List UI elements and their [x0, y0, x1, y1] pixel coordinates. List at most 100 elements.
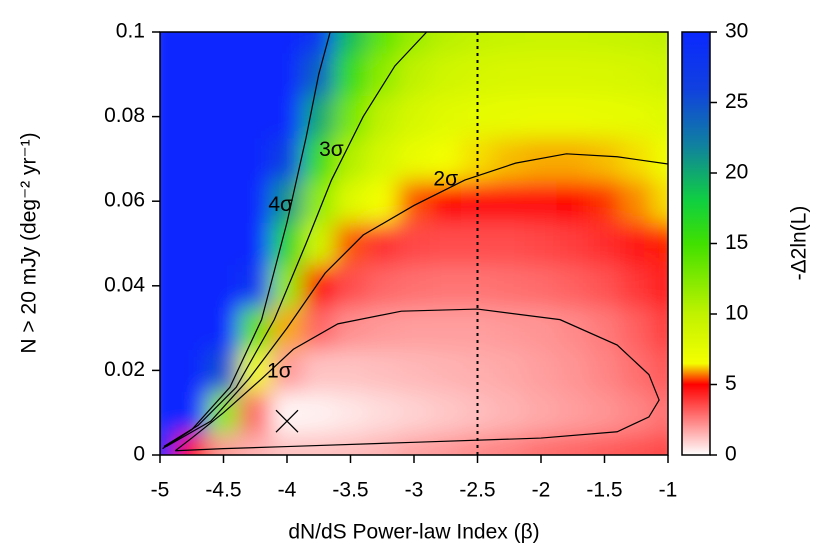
heatmap-cell — [175, 391, 209, 435]
heatmap-cell — [397, 137, 431, 181]
heatmap-cell — [175, 137, 209, 181]
heatmap-cell — [397, 264, 431, 308]
colorbar-tick-label: 25 — [725, 90, 748, 113]
heatmap-cell — [556, 221, 590, 266]
heatmap-cell — [524, 391, 558, 435]
heatmap-cell — [175, 264, 209, 308]
heatmap-cell — [270, 433, 304, 455]
heatmap-cell — [365, 32, 399, 54]
heatmap-cell — [619, 348, 653, 393]
heatmap-cell — [556, 137, 590, 181]
heatmap-cell — [651, 306, 668, 350]
colorbar-tick-label: 10 — [725, 302, 748, 325]
heatmap-cell — [556, 433, 590, 455]
heatmap-cell — [429, 306, 463, 350]
heatmap-cell — [651, 348, 668, 393]
heatmap-cell — [556, 94, 590, 139]
heatmap-cell — [238, 52, 272, 96]
y-tick-label: 0.04 — [104, 273, 145, 296]
heatmap-cell — [175, 348, 209, 393]
heatmap-cell — [397, 391, 431, 435]
heatmap-cell — [365, 433, 399, 455]
heatmap-cell — [492, 264, 526, 308]
heatmap-cell — [492, 52, 526, 96]
heatmap-cell — [365, 137, 399, 181]
contour-line — [174, 308, 660, 452]
heatmap-cell — [588, 32, 621, 54]
heatmap-cell — [302, 137, 336, 181]
heatmap-cell — [365, 264, 399, 308]
colorbar-tick-label: 30 — [725, 20, 748, 43]
heatmap-cell — [619, 306, 653, 350]
heatmap-cell — [302, 348, 336, 393]
heatmap-cell — [207, 221, 240, 266]
colorbar — [681, 31, 711, 456]
heatmap-cell — [429, 137, 463, 181]
heatmap-cell — [524, 306, 558, 350]
heatmap-cell — [238, 433, 272, 455]
heatmap-cell — [429, 52, 463, 96]
heatmap-cell — [397, 52, 431, 96]
heatmap-cell — [175, 179, 209, 223]
heatmap-cell — [207, 264, 240, 308]
heatmap-cell — [160, 221, 177, 266]
heatmap-cell — [175, 221, 209, 266]
heatmap-cell — [207, 52, 240, 96]
y-tick-label: 0.06 — [104, 189, 145, 212]
heatmap-cell — [302, 391, 336, 435]
heatmap-cell — [160, 94, 177, 139]
x-tick-label: -3.5 — [332, 479, 368, 502]
y-tick-label: 0.02 — [104, 358, 145, 381]
heatmap-cell — [365, 306, 399, 350]
x-tick-label: -3 — [405, 479, 424, 502]
heatmap-cell — [492, 137, 526, 181]
heatmap-cell — [160, 348, 177, 393]
heatmap-cell — [619, 221, 653, 266]
heatmap-cell — [619, 433, 653, 455]
x-tick-label: -2 — [532, 479, 551, 502]
heatmap-cell — [302, 179, 336, 223]
heatmap-cell — [302, 221, 336, 266]
heatmap-cell — [270, 94, 304, 139]
heatmap-cell — [492, 179, 526, 223]
contour-label: 3σ — [319, 138, 344, 161]
heatmap-cell — [207, 94, 240, 139]
heatmap-cell — [270, 391, 304, 435]
heatmap-cell — [207, 306, 240, 350]
x-tick-label: -5 — [151, 479, 170, 502]
heatmap-cell — [492, 32, 526, 54]
colorbar-tick-label: 5 — [725, 372, 737, 395]
heatmap-cell — [619, 94, 653, 139]
heatmap-cell — [334, 52, 367, 96]
heatmap-cell — [238, 221, 272, 266]
heatmap-cell — [651, 32, 668, 54]
contour-line — [163, 32, 428, 448]
contour-line — [162, 32, 331, 450]
heatmap-cell — [429, 179, 463, 223]
heatmap-cell — [524, 52, 558, 96]
heatmap — [160, 32, 668, 455]
heatmap-cell — [651, 221, 668, 266]
heatmap-cell — [238, 94, 272, 139]
heatmap-cell — [429, 348, 463, 393]
heatmap-cell — [429, 94, 463, 139]
heatmap-cell — [270, 32, 304, 54]
heatmap-cell — [238, 137, 272, 181]
heatmap-cell — [270, 179, 304, 223]
heatmap-cell — [334, 391, 367, 435]
x-axis-label: dN/dS Power-law Index (β) — [288, 521, 539, 544]
contour-label: 4σ — [268, 193, 293, 216]
heatmap-cell — [175, 32, 209, 54]
heatmap-cell — [397, 433, 431, 455]
heatmap-cell — [397, 94, 431, 139]
heatmap-cell — [238, 179, 272, 223]
heatmap-cell — [556, 32, 590, 54]
heatmap-cell — [160, 179, 177, 223]
heatmap-cell — [524, 32, 558, 54]
colorbar-tick-label: 0 — [725, 443, 737, 466]
heatmap-cell — [334, 306, 367, 350]
x-tick-label: -4 — [278, 479, 297, 502]
heatmap-cell — [397, 306, 431, 350]
